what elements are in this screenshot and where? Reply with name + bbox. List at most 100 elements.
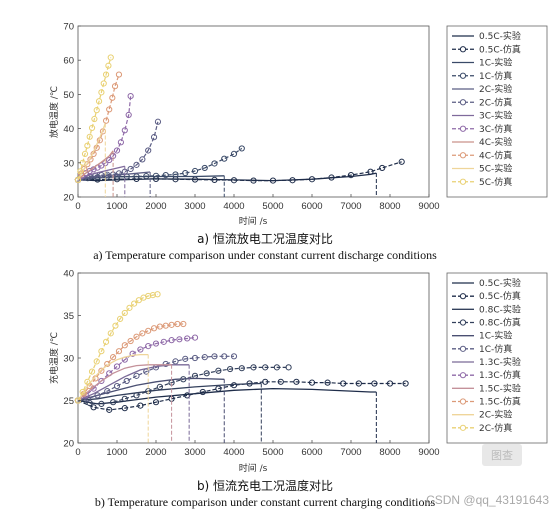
legend-marker — [459, 293, 467, 300]
series-point — [133, 333, 140, 340]
series-point — [117, 139, 125, 146]
legend-label: 2C-仿真 — [479, 422, 512, 434]
x-tick-label: 3000 — [184, 447, 205, 458]
series-point — [184, 335, 191, 342]
series-point — [262, 364, 269, 371]
legend-label: 0.5C-仿真 — [479, 43, 521, 55]
x-tick-label: 5000 — [262, 201, 283, 212]
series-line-2 — [77, 161, 402, 182]
series-point — [133, 161, 140, 168]
series-point — [162, 322, 169, 329]
legend-marker — [459, 72, 467, 79]
series-point — [211, 353, 218, 360]
x-tick-label: 2000 — [145, 447, 166, 458]
series-point — [152, 172, 160, 179]
y-tick-label: 70 — [63, 22, 74, 33]
series-point — [90, 404, 97, 411]
series-line-10 — [77, 323, 184, 401]
series-point — [154, 291, 161, 298]
series-point — [110, 399, 117, 406]
x-tick-label: 9000 — [418, 447, 439, 458]
x-tick-label: 3000 — [184, 201, 205, 212]
y-tick-label: 60 — [63, 56, 74, 67]
series-point — [238, 365, 245, 372]
x-tick-label: 2000 — [145, 201, 166, 212]
series-point — [180, 320, 187, 328]
legend-label: 0.8C-仿真 — [479, 317, 521, 329]
series-point — [113, 147, 121, 154]
legend-label: 3C-仿真 — [479, 123, 512, 135]
series-point — [402, 380, 409, 387]
series-line-12 — [77, 57, 112, 181]
x-tick-label: 7000 — [340, 447, 361, 458]
series-point — [191, 334, 199, 341]
legend-label: 1C-实验 — [479, 330, 512, 342]
series-point — [123, 377, 130, 385]
series-point — [371, 380, 378, 387]
series-point — [88, 124, 96, 132]
legend-marker — [459, 424, 467, 431]
series-line-9 — [77, 150, 114, 181]
series-point — [215, 367, 222, 374]
series-point — [126, 304, 133, 311]
y-tick-label: 40 — [63, 124, 74, 135]
series-point — [308, 176, 316, 183]
x-tick-label: 1000 — [106, 201, 127, 212]
series-line-7 — [77, 165, 125, 181]
chart-b-xlabel: 时间 /s — [239, 462, 268, 474]
series-point — [172, 171, 179, 178]
x-tick-label: 5000 — [262, 447, 283, 458]
series-point — [81, 150, 89, 158]
series-line-3 — [77, 382, 262, 402]
series-point — [107, 330, 114, 337]
x-tick-label: 7000 — [340, 201, 361, 212]
series-line-8 — [77, 337, 196, 402]
series-point — [74, 176, 82, 183]
series-point — [139, 156, 146, 163]
series-point — [117, 315, 124, 322]
series-point — [273, 364, 280, 371]
series-point — [156, 383, 163, 390]
series-point — [93, 358, 100, 365]
y-tick-label: 30 — [63, 158, 74, 169]
series-point — [262, 378, 269, 385]
series-point — [154, 118, 162, 125]
legend-label: 1.5C-仿真 — [479, 396, 521, 408]
series-point — [386, 380, 394, 387]
series-point — [121, 127, 128, 134]
legend-marker — [459, 398, 467, 405]
y-tick-label: 50 — [63, 90, 74, 101]
legend-label: 1.3C-仿真 — [479, 369, 521, 381]
legend-label: 2C-实验 — [479, 409, 512, 421]
series-point — [133, 392, 140, 399]
series-point — [145, 147, 152, 154]
legend-marker — [459, 99, 467, 106]
chart-b-caption-cn: b) 恒流充电工况温度对比 — [197, 478, 333, 493]
series-point — [289, 177, 296, 184]
series-point — [162, 360, 169, 368]
series-point — [191, 167, 199, 175]
series-point — [379, 164, 386, 172]
legend-marker — [459, 152, 467, 159]
legend-marker — [459, 319, 467, 326]
x-tick-label: 4000 — [223, 201, 244, 212]
series-point — [277, 378, 284, 385]
series-point — [174, 320, 181, 328]
series-point — [88, 368, 96, 375]
chart-a-ylabel: 放电温度 /℃ — [48, 86, 60, 138]
series-point — [135, 297, 142, 304]
series-line-5 — [77, 377, 225, 402]
series-point — [84, 378, 91, 385]
series-point — [129, 350, 136, 357]
series-point — [111, 83, 119, 90]
series-point — [115, 348, 123, 355]
series-point — [94, 392, 101, 399]
series-point — [133, 372, 140, 379]
series-point — [86, 133, 93, 140]
x-tick-label: 9000 — [418, 201, 439, 212]
watermark: 图查 CSDN @qq_43191643 — [426, 444, 549, 507]
series-point — [104, 173, 111, 180]
series-point — [98, 377, 105, 385]
series-point — [367, 168, 374, 175]
